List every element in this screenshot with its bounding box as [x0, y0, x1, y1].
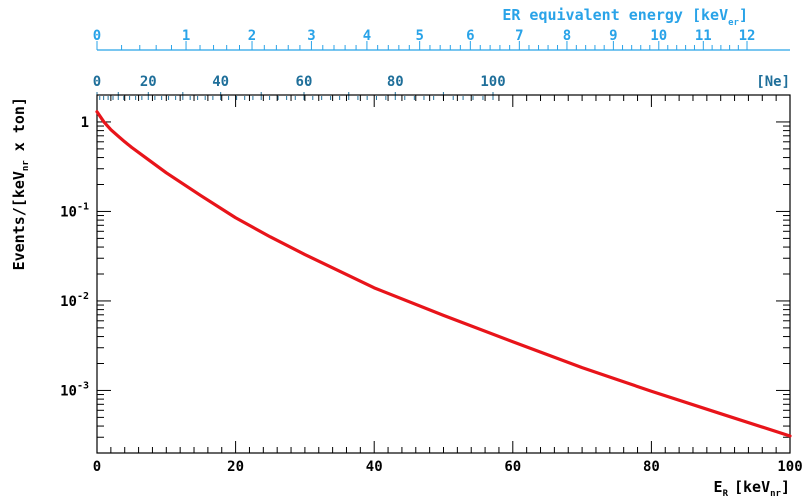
er-tick-label: 7: [515, 28, 523, 44]
series-line-0: [95, 110, 792, 438]
ne-axis: 0 20 40 60 80 100: [93, 74, 506, 100]
er-tick-label: 4: [363, 28, 371, 44]
ne-tick-label: 60: [296, 74, 313, 90]
x-tick-label: 100: [777, 459, 802, 475]
ne-tick-label: 40: [212, 74, 229, 90]
er-tick-label: 12: [739, 28, 756, 44]
er-tick-label: 2: [248, 28, 256, 44]
y-tick-label: 10-1: [60, 201, 89, 220]
x-axis-title-sub: R: [723, 489, 729, 499]
x-tick-label: 80: [643, 459, 660, 475]
er-axis-title-sub: er: [728, 18, 739, 28]
er-equivalent-energy-axis: 0 1 2 3 4 5 6 7 8 9 10 11 12: [93, 28, 790, 51]
er-axis-title: ER equivalent energy [keVer]: [502, 6, 748, 28]
y-tick-base: 10: [60, 294, 77, 310]
er-tick-label: 0: [93, 28, 101, 44]
x-axis-title: ER [keVnr]: [714, 478, 790, 499]
x-tick-label: 0: [93, 459, 101, 475]
ne-axis-title: [Ne]: [756, 74, 790, 90]
er-tick-label: 6: [466, 28, 474, 44]
x-axis: 0 20 40 60 80 100: [93, 95, 803, 475]
er-tick-label: 9: [609, 28, 617, 44]
ne-tick-label: 0: [93, 74, 101, 90]
er-tick-label: 1: [182, 28, 190, 44]
y-axis: 110-110-210-3: [60, 94, 790, 454]
er-tick-label: 8: [563, 28, 571, 44]
er-tick-label: 11: [695, 28, 712, 44]
y-axis-title-sub: nr: [21, 160, 31, 171]
y-tick-exponent: -2: [77, 291, 89, 302]
er-tick-label: 3: [307, 28, 315, 44]
ne-tick-label: 100: [480, 74, 505, 90]
er-tick-label: 5: [415, 28, 423, 44]
y-tick-label: 10-3: [60, 380, 89, 399]
y-tick-base: 10: [60, 383, 77, 399]
y-tick-exponent: -1: [77, 201, 89, 212]
ne-tick-label: 80: [387, 74, 404, 90]
ne-tick-label: 20: [140, 74, 157, 90]
y-tick-base: 10: [60, 204, 77, 220]
x-tick-label: 60: [504, 459, 521, 475]
er-tick-label: 10: [650, 28, 667, 44]
series-layer: [95, 110, 792, 438]
y-tick-base: 1: [81, 115, 89, 131]
x-tick-label: 20: [227, 459, 244, 475]
y-tick-label: 1: [81, 115, 89, 131]
x-tick-label: 40: [366, 459, 383, 475]
y-tick-label: 10-2: [60, 291, 89, 310]
x-axis-unit-sub: nr: [770, 489, 781, 499]
y-axis-title: Events/[keVnr x ton]: [10, 97, 31, 270]
y-tick-exponent: -3: [77, 380, 89, 391]
